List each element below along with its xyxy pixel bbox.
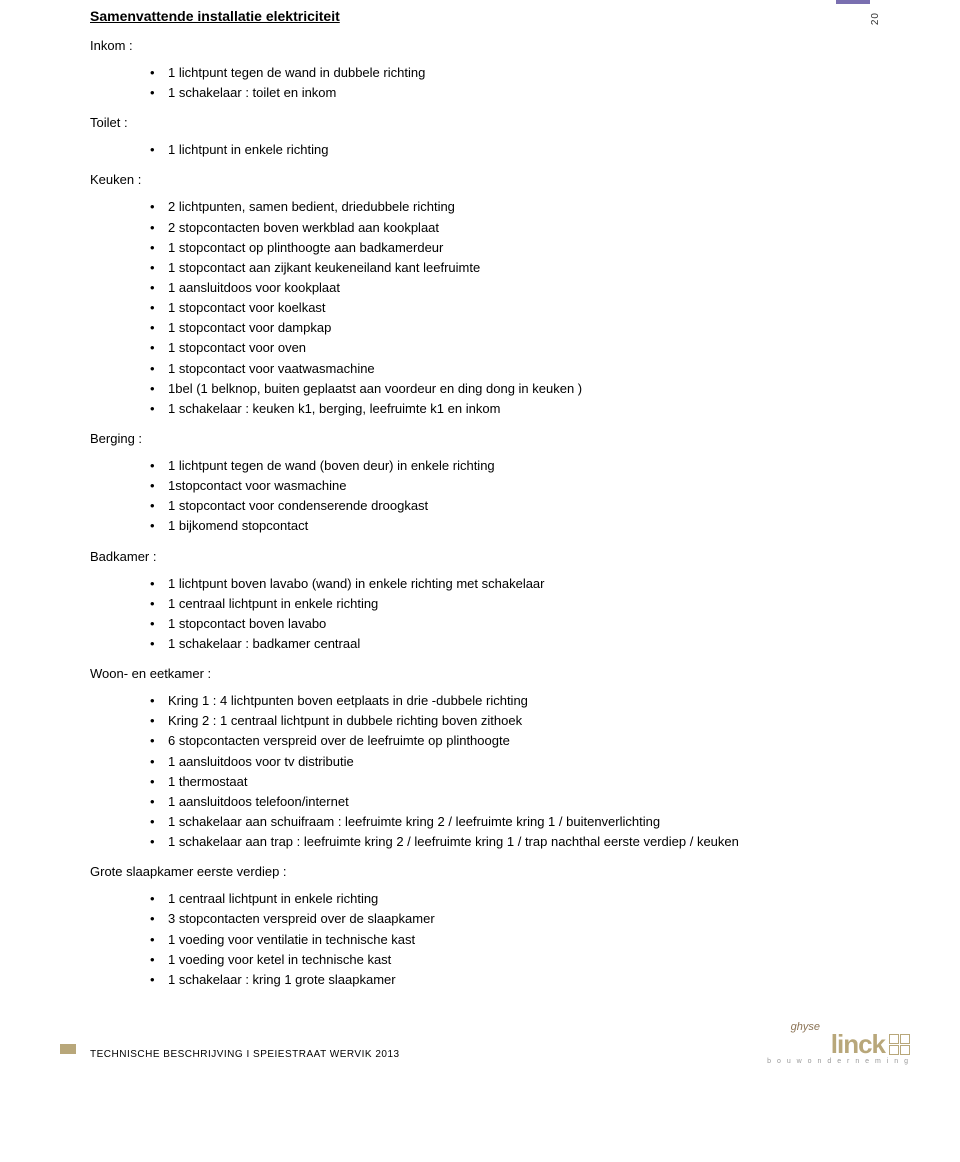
list-item: 1 schakelaar : badkamer centraal (150, 634, 870, 654)
list-item: 1 schakelaar : keuken k1, berging, leefr… (150, 399, 870, 419)
logo-squares-icon (888, 1033, 910, 1055)
list-item: 1 schakelaar : toilet en inkom (150, 83, 870, 103)
section-heading: Badkamer : (90, 549, 870, 564)
list-item: 1 stopcontact op plinthoogte aan badkame… (150, 238, 870, 258)
logo-linck-text: linck (831, 1029, 885, 1060)
footer: TECHNISCHE BESCHRIJVING I SPEIESTRAAT WE… (90, 1010, 870, 1060)
list-item: Kring 2 : 1 centraal lichtpunt in dubbel… (150, 711, 870, 731)
page-number: 20 (870, 12, 881, 25)
item-list: 1 lichtpunt boven lavabo (wand) in enkel… (150, 574, 870, 655)
sections-container: Inkom : 1 lichtpunt tegen de wand in dubb… (90, 38, 870, 990)
list-item: 1 thermostaat (150, 772, 870, 792)
accent-bar (836, 0, 870, 4)
list-item: 2 lichtpunten, samen bedient, driedubbel… (150, 197, 870, 217)
list-item: 1 schakelaar aan trap : leefruimte kring… (150, 832, 870, 852)
section-heading: Grote slaapkamer eerste verdiep : (90, 864, 870, 879)
logo-main: linck (767, 1029, 910, 1060)
footer-accent-block (60, 1044, 76, 1054)
list-item: 1 stopcontact voor dampkap (150, 318, 870, 338)
list-item: 1 centraal lichtpunt in enkele richting (150, 594, 870, 614)
list-item: 1 centraal lichtpunt in enkele richting (150, 889, 870, 909)
list-item: 1 stopcontact voor oven (150, 338, 870, 358)
item-list: 1 lichtpunt tegen de wand (boven deur) i… (150, 456, 870, 537)
list-item: 1 lichtpunt in enkele richting (150, 140, 870, 160)
list-item: 1 stopcontact voor koelkast (150, 298, 870, 318)
logo: ghyse linck b o u w o n d e r n e m i n … (767, 1021, 910, 1065)
list-item: 1 voeding voor ventilatie in technische … (150, 930, 870, 950)
item-list: Kring 1 : 4 lichtpunten boven eetplaats … (150, 691, 870, 852)
list-item: 2 stopcontacten boven werkblad aan kookp… (150, 218, 870, 238)
page-title: Samenvattende installatie elektriciteit (90, 8, 870, 24)
list-item: 6 stopcontacten verspreid over de leefru… (150, 731, 870, 751)
list-item: 1 aansluitdoos voor tv distributie (150, 752, 870, 772)
item-list: 1 lichtpunt in enkele richting (150, 140, 870, 160)
list-item: 1 stopcontact aan zijkant keukeneiland k… (150, 258, 870, 278)
list-item: 1bel (1 belknop, buiten geplaatst aan vo… (150, 379, 870, 399)
section-heading: Keuken : (90, 172, 870, 187)
list-item: 1stopcontact voor wasmachine (150, 476, 870, 496)
list-item: 1 bijkomend stopcontact (150, 516, 870, 536)
list-item: 1 lichtpunt tegen de wand in dubbele ric… (150, 63, 870, 83)
list-item: 1 stopcontact voor condenserende droogka… (150, 496, 870, 516)
list-item: Kring 1 : 4 lichtpunten boven eetplaats … (150, 691, 870, 711)
list-item: 1 aansluitdoos voor kookplaat (150, 278, 870, 298)
list-item: 1 voeding voor ketel in technische kast (150, 950, 870, 970)
section-heading: Toilet : (90, 115, 870, 130)
item-list: 1 centraal lichtpunt in enkele richting3… (150, 889, 870, 990)
list-item: 1 stopcontact voor vaatwasmachine (150, 359, 870, 379)
list-item: 1 lichtpunt boven lavabo (wand) in enkel… (150, 574, 870, 594)
section-heading: Inkom : (90, 38, 870, 53)
item-list: 1 lichtpunt tegen de wand in dubbele ric… (150, 63, 870, 103)
logo-subtitle: b o u w o n d e r n e m i n g (767, 1058, 910, 1065)
list-item: 1 lichtpunt tegen de wand (boven deur) i… (150, 456, 870, 476)
section-heading: Woon- en eetkamer : (90, 666, 870, 681)
section-heading: Berging : (90, 431, 870, 446)
list-item: 3 stopcontacten verspreid over de slaapk… (150, 909, 870, 929)
item-list: 2 lichtpunten, samen bedient, driedubbel… (150, 197, 870, 419)
footer-text: TECHNISCHE BESCHRIJVING I SPEIESTRAAT WE… (90, 1049, 400, 1060)
list-item: 1 schakelaar : kring 1 grote slaapkamer (150, 970, 870, 990)
list-item: 1 stopcontact boven lavabo (150, 614, 870, 634)
list-item: 1 schakelaar aan schuifraam : leefruimte… (150, 812, 870, 832)
list-item: 1 aansluitdoos telefoon/internet (150, 792, 870, 812)
